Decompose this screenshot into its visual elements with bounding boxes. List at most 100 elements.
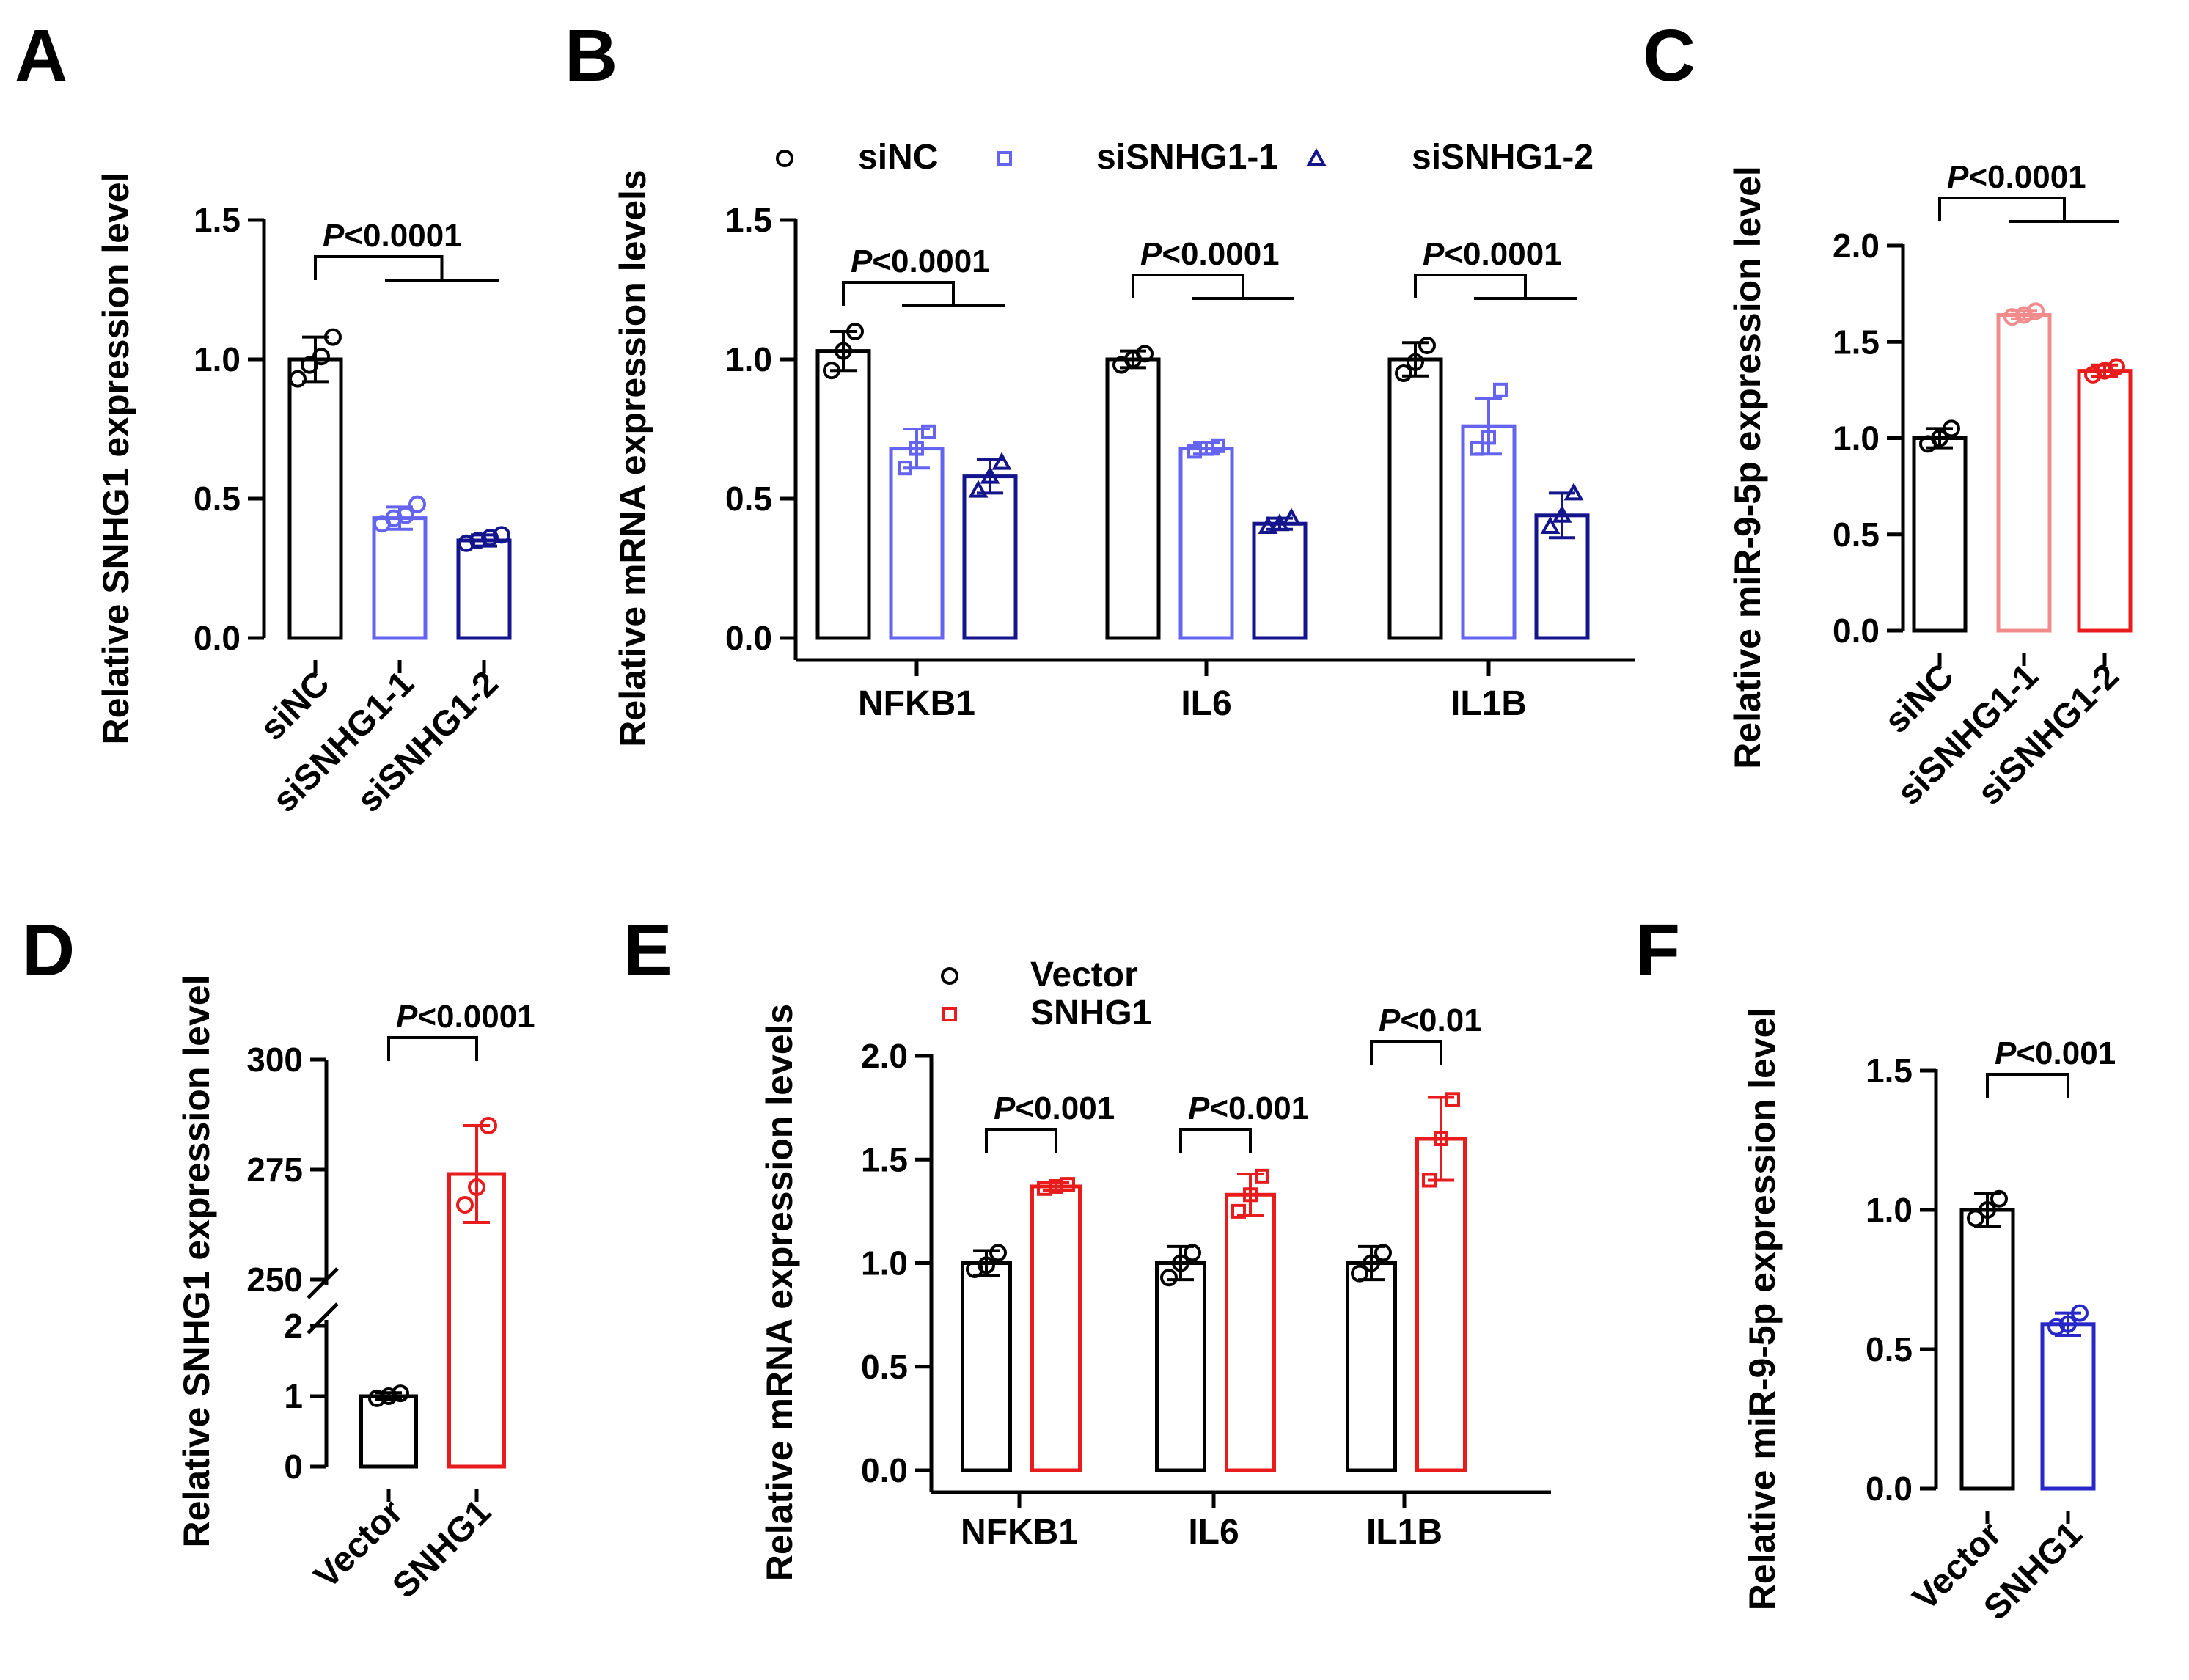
panel-e-il6-snhg1-point	[1231, 1203, 1246, 1219]
panel-b-nfkb1-sinc-bar	[815, 349, 871, 640]
legend-marker-sisnhg1-1	[997, 151, 1012, 166]
panel-d-vector-point	[380, 1387, 397, 1405]
panel-c-y-axis-label: Relative miR-9-5p expression level	[1727, 166, 1768, 769]
panel-a-sisnhg1-2-point	[458, 534, 475, 552]
panel-e-y-tick-label: 2.0	[861, 1037, 908, 1075]
panel-d-vector-point	[392, 1384, 409, 1403]
legend-marker-vector	[941, 967, 958, 985]
panel-c-y-tick-label: 0.5	[1833, 516, 1880, 554]
panel-b-nfkb1-sinc-point	[823, 362, 840, 380]
panel-e-nfkb1-snhg1-point	[1060, 1177, 1075, 1192]
x-tick-label-il6: IL6	[1181, 684, 1231, 723]
panel-b-stat-p-italic: P	[1423, 236, 1445, 272]
x-tick-label-il1b: IL1B	[1366, 1513, 1442, 1552]
panel-label-f: F	[1635, 909, 1680, 991]
panel-a-sisnhg1-1-point	[385, 509, 403, 527]
panel-c-sisnhg1-1-point	[2027, 302, 2045, 320]
panel-d-stat-p-italic: P	[396, 999, 418, 1035]
panel-e-il1b-snhg1-point	[1422, 1173, 1437, 1188]
panel-f-y-axis-label: Relative miR-9-5p expression level	[1742, 1008, 1783, 1611]
panel-e-stat-p-value: <0.01	[1400, 1002, 1481, 1038]
panel-label-b: B	[565, 15, 617, 97]
panel-e-nfkb1-snhg1-bar	[1030, 1184, 1082, 1472]
panel-c-sinc-point	[1931, 429, 1948, 447]
panel-b-il1b-sisnhg1-2-point	[1540, 516, 1561, 534]
legend-label-snhg1: SNHG1	[1030, 994, 1151, 1032]
panel-f-snhg1-point	[2047, 1318, 2065, 1336]
panel-c-stat-label: P<0.0001	[1947, 159, 2086, 195]
panel-e-il1b-vector-bar	[1346, 1261, 1397, 1472]
panel-b-stat-label: P<0.0001	[1140, 236, 1280, 272]
panel-d-y-tick-label: 2	[284, 1307, 303, 1345]
panel-b-stat-bracket	[1132, 274, 1244, 298]
panel-e-nfkb1-vector-point	[978, 1256, 995, 1274]
panel-d-y-tick-label: 1	[284, 1377, 303, 1415]
panel-b-nfkb1-sisnhg1-2-bar	[962, 474, 1018, 640]
legend-label-vector: Vector	[1030, 955, 1138, 994]
panel-e-y-axis-label: Relative mRNA expression levels	[759, 1004, 800, 1581]
panel-a: 0.0 0.5 1.0 1.5 Relative SNHG1 expression le…	[95, 172, 512, 820]
panel-d: 0 1 2 250 275 300 Relative SNHG1 expression le…	[176, 975, 535, 1606]
panel-c-sinc-bar	[1912, 436, 1968, 633]
panel-label-c: C	[1643, 15, 1695, 97]
panel-b-stat-label: P<0.0001	[851, 243, 990, 279]
panel-a-sisnhg1-1-bar	[372, 516, 428, 640]
panel-a-sinc-point	[324, 328, 342, 346]
legend-marker-snhg1	[942, 1007, 957, 1021]
panel-c-sisnhg1-1-bar	[1996, 313, 2052, 633]
panel-f-vector-bar	[1959, 1208, 2015, 1491]
panel-c-stat-p-value: <0.0001	[1968, 159, 2086, 195]
panel-b-il6-sisnhg1-2-point	[1258, 516, 1278, 534]
panel-b-nfkb1-sisnhg1-2-point	[980, 466, 1000, 484]
panel-e-il6-snhg1-bar	[1225, 1192, 1276, 1472]
panel-d-stat-label: P<0.0001	[396, 999, 535, 1035]
panel-f-stat-p-value: <0.001	[2016, 1035, 2116, 1071]
panel-b-il6-sisnhg1-1-point	[1211, 438, 1225, 453]
panel-label-d: D	[22, 909, 75, 991]
panel-e-stat-p-italic: P	[1379, 1002, 1401, 1038]
panel-f-y-tick-label: 1.0	[1866, 1191, 1913, 1229]
x-tick-label-il6: IL6	[1188, 1513, 1239, 1552]
panel-d-vector-bar	[359, 1394, 418, 1469]
legend-label-sinc: siNC	[858, 138, 938, 177]
panel-b-nfkb1-sisnhg1-1-point	[921, 424, 936, 439]
panel-b-il1b-sisnhg1-1-bar	[1461, 424, 1517, 640]
panel-a-stat-label: P<0.0001	[323, 218, 462, 254]
panel-b-stat-label: P<0.0001	[1423, 236, 1562, 272]
x-tick-label-il1b: IL1B	[1451, 684, 1527, 723]
panel-f-vector-point	[1990, 1189, 2008, 1208]
panel-e-il1b-snhg1-point	[1434, 1131, 1448, 1146]
panel-c: 0.0 0.5 1.0 1.5 2.0 Relative miR-9-5p express…	[1727, 159, 2133, 813]
panel-e-nfkb1-vector-bar	[961, 1261, 1012, 1472]
panel-e-stat-p-italic: P	[1188, 1090, 1210, 1126]
panel-e-il1b-snhg1-bar	[1415, 1137, 1467, 1472]
legend-marker-sinc	[776, 150, 793, 167]
panel-a-y-axis-label: Relative SNHG1 expression level	[95, 172, 136, 745]
panel-label-e: E	[623, 909, 672, 991]
panel-b-nfkb1-sisnhg1-1-point	[909, 441, 924, 456]
panel-e-il1b-vector-point	[1374, 1244, 1392, 1262]
panel-f-stat-p-italic: P	[1995, 1035, 2017, 1071]
panel-b-nfkb1-sisnhg1-2-point	[968, 480, 989, 498]
panel-e-il6-snhg1-point	[1255, 1168, 1269, 1184]
panel-c-y-tick-label: 1.0	[1833, 419, 1880, 458]
panel-a-stat-p-value: <0.0001	[344, 218, 461, 254]
panel-e-stat-bracket	[1370, 1040, 1442, 1065]
panel-c-sisnhg1-1-point	[2003, 308, 2021, 326]
panel-e-stat-bracket	[1179, 1128, 1252, 1153]
panel-c-sisnhg1-2-point	[2108, 358, 2125, 376]
legend-marker-sisnhg1-2	[1306, 147, 1327, 166]
panel-b-y-tick-label: 1.0	[725, 340, 772, 378]
panel-a-y-tick-label: 1.5	[194, 201, 241, 239]
panel-a-stat-p-italic: P	[323, 218, 345, 254]
panel-c-sinc-point	[1943, 419, 1960, 438]
panel-f: 0.0 0.5 1.0 1.5 Relative miR-9-5p expression…	[1742, 1008, 2116, 1628]
x-tick-label-nfkb1: NFKB1	[858, 684, 975, 723]
panel-b-il1b-sisnhg1-2-point	[1563, 483, 1584, 501]
panel-e-il6-vector-point	[1172, 1254, 1189, 1272]
legend-label-sisnhg1-2: siSNHG1-2	[1412, 138, 1594, 177]
panel-e-y-tick-label: 1.5	[861, 1140, 908, 1178]
panel-b-il1b-sisnhg1-2-point	[1552, 505, 1572, 523]
panel-a-sinc-point	[289, 370, 307, 388]
